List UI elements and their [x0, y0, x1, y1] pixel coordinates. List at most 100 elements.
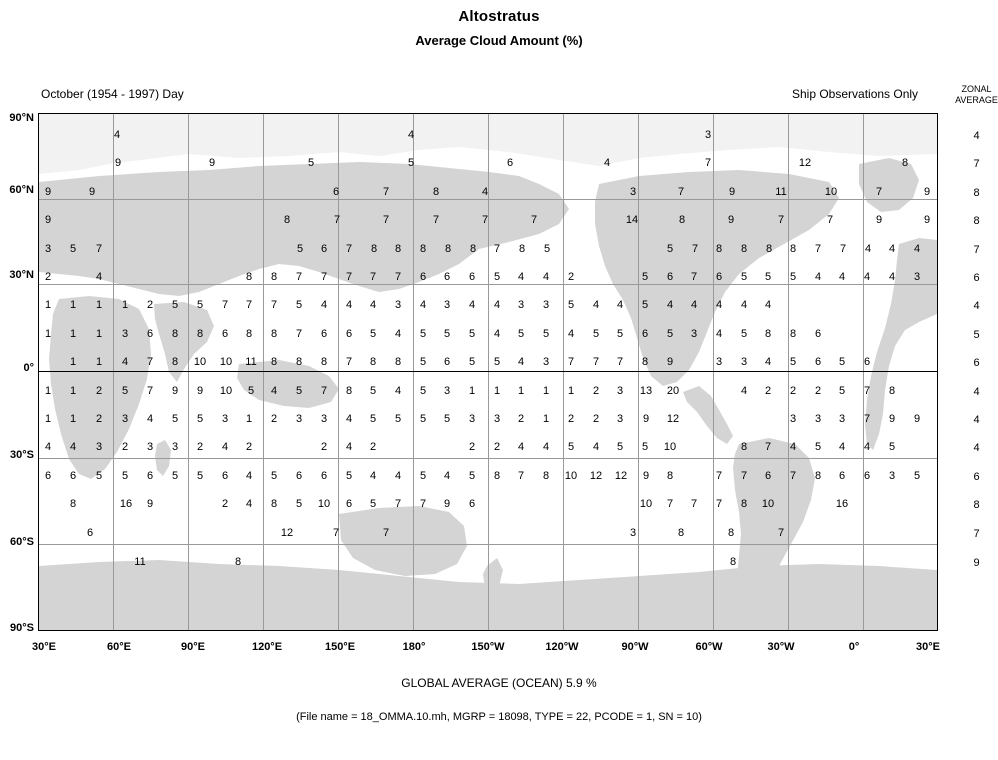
zonal-average-value: 8 — [973, 215, 980, 227]
zonal-average-value: 9 — [973, 557, 980, 569]
grid-cell-value: 7 — [95, 243, 103, 255]
grid-cell-value: 5 — [517, 328, 525, 340]
grid-cell-value: 4 — [245, 470, 253, 482]
gridline-vertical — [338, 114, 339, 630]
grid-cell-value: 5 — [171, 413, 179, 425]
grid-cell-value: 11 — [775, 186, 787, 198]
grid-cell-value: 7 — [875, 186, 883, 198]
grid-cell-value: 2 — [196, 441, 204, 453]
zonal-average-value: 6 — [973, 471, 980, 483]
grid-cell-value: 8 — [444, 243, 452, 255]
grid-cell-value: 7 — [517, 470, 525, 482]
grid-cell-value: 4 — [345, 299, 353, 311]
grid-cell-value: 9 — [114, 157, 122, 169]
grid-cell-value: 5 — [443, 328, 451, 340]
grid-cell-value: 5 — [295, 498, 303, 510]
grid-cell-value: 3 — [542, 299, 550, 311]
grid-cell-value: 5 — [196, 413, 204, 425]
grid-cell-value: 6 — [838, 470, 846, 482]
grid-cell-value: 3 — [789, 413, 797, 425]
grid-cell-value: 2 — [567, 413, 575, 425]
grid-cell-value: 3 — [443, 299, 451, 311]
gridline-vertical — [788, 114, 789, 630]
grid-cell-value: 3 — [171, 441, 179, 453]
grid-cell-value: 12 — [614, 470, 628, 482]
grid-cell-value: 6 — [443, 271, 451, 283]
grid-cell-value: 6 — [320, 470, 328, 482]
grid-cell-value: 3 — [704, 129, 712, 141]
zonal-average-value: 8 — [973, 499, 980, 511]
grid-cell-value: 5 — [95, 470, 103, 482]
grid-cell-value: 7 — [863, 413, 871, 425]
grid-cell-value: 5 — [543, 243, 551, 255]
grid-cell-value: 5 — [419, 328, 427, 340]
y-axis-label: 90°S — [10, 622, 34, 634]
grid-cell-value: 9 — [913, 413, 921, 425]
grid-cell-value: 3 — [146, 441, 154, 453]
grid-cell-value: 6 — [332, 186, 340, 198]
grid-cell-value: 4 — [44, 441, 52, 453]
grid-cell-value: 8 — [320, 356, 328, 368]
grid-cell-value: 5 — [567, 299, 575, 311]
zonal-average-value: 7 — [973, 158, 980, 170]
grid-cell-value: 8 — [69, 498, 77, 510]
grid-cell-value: 2 — [592, 385, 600, 397]
grid-cell-value: 7 — [764, 441, 772, 453]
grid-cell-value: 5 — [666, 243, 674, 255]
grid-cell-value: 7 — [382, 527, 390, 539]
grid-cell-value: 8 — [729, 556, 737, 568]
grid-cell-value: 3 — [913, 271, 921, 283]
grid-cell-value: 5 — [592, 328, 600, 340]
source-label: Ship Observations Only — [792, 87, 919, 101]
grid-cell-value: 5 — [616, 441, 624, 453]
world-map-grid[interactable] — [38, 113, 938, 631]
gridline-vertical — [188, 114, 189, 630]
grid-cell-value: 4 — [121, 356, 129, 368]
grid-cell-value: 5 — [369, 385, 377, 397]
grid-cell-value: 12 — [280, 527, 294, 539]
grid-cell-value: 9 — [171, 385, 179, 397]
grid-cell-value: 3 — [394, 299, 402, 311]
grid-cell-value: 7 — [432, 214, 440, 226]
y-axis-label: 90°N — [9, 112, 34, 124]
grid-cell-value: 5 — [888, 441, 896, 453]
grid-cell-value: 10 — [219, 385, 233, 397]
grid-cell-value: 6 — [419, 271, 427, 283]
grid-cell-value: 8 — [740, 243, 748, 255]
grid-cell-value: 4 — [443, 470, 451, 482]
grid-cell-value: 4 — [715, 299, 723, 311]
grid-cell-value: 1 — [69, 413, 77, 425]
grid-cell-value: 5 — [419, 356, 427, 368]
grid-cell-value: 6 — [320, 243, 328, 255]
grid-cell-value: 6 — [86, 527, 94, 539]
grid-cell-value: 8 — [171, 328, 179, 340]
grid-cell-value: 8 — [814, 470, 822, 482]
grid-cell-value: 3 — [517, 299, 525, 311]
grid-cell-value: 4 — [740, 385, 748, 397]
grid-cell-value: 1 — [44, 328, 52, 340]
grid-cell-value: 4 — [888, 243, 896, 255]
grid-cell-value: 3 — [814, 413, 822, 425]
grid-cell-value: 3 — [740, 356, 748, 368]
y-axis-label: 0° — [23, 362, 34, 374]
grid-cell-value: 8 — [234, 556, 242, 568]
grid-cell-value: 4 — [603, 157, 611, 169]
gridline-horizontal — [39, 458, 937, 459]
grid-cell-value: 4 — [270, 385, 278, 397]
grid-cell-value: 4 — [95, 271, 103, 283]
grid-cell-value: 7 — [704, 157, 712, 169]
grid-cell-value: 7 — [295, 271, 303, 283]
grid-cell-value: 8 — [641, 356, 649, 368]
grid-cell-value: 8 — [394, 243, 402, 255]
grid-cell-value: 2 — [369, 441, 377, 453]
grid-cell-value: 1 — [517, 385, 525, 397]
grid-cell-value: 6 — [666, 271, 674, 283]
grid-cell-value: 4 — [113, 129, 121, 141]
gridline-vertical — [263, 114, 264, 630]
grid-cell-value: 3 — [443, 385, 451, 397]
grid-cell-value: 1 — [44, 385, 52, 397]
grid-cell-value: 2 — [517, 413, 525, 425]
grid-cell-value: 4 — [838, 271, 846, 283]
grid-cell-value: 7 — [320, 385, 328, 397]
grid-cell-value: 5 — [814, 441, 822, 453]
